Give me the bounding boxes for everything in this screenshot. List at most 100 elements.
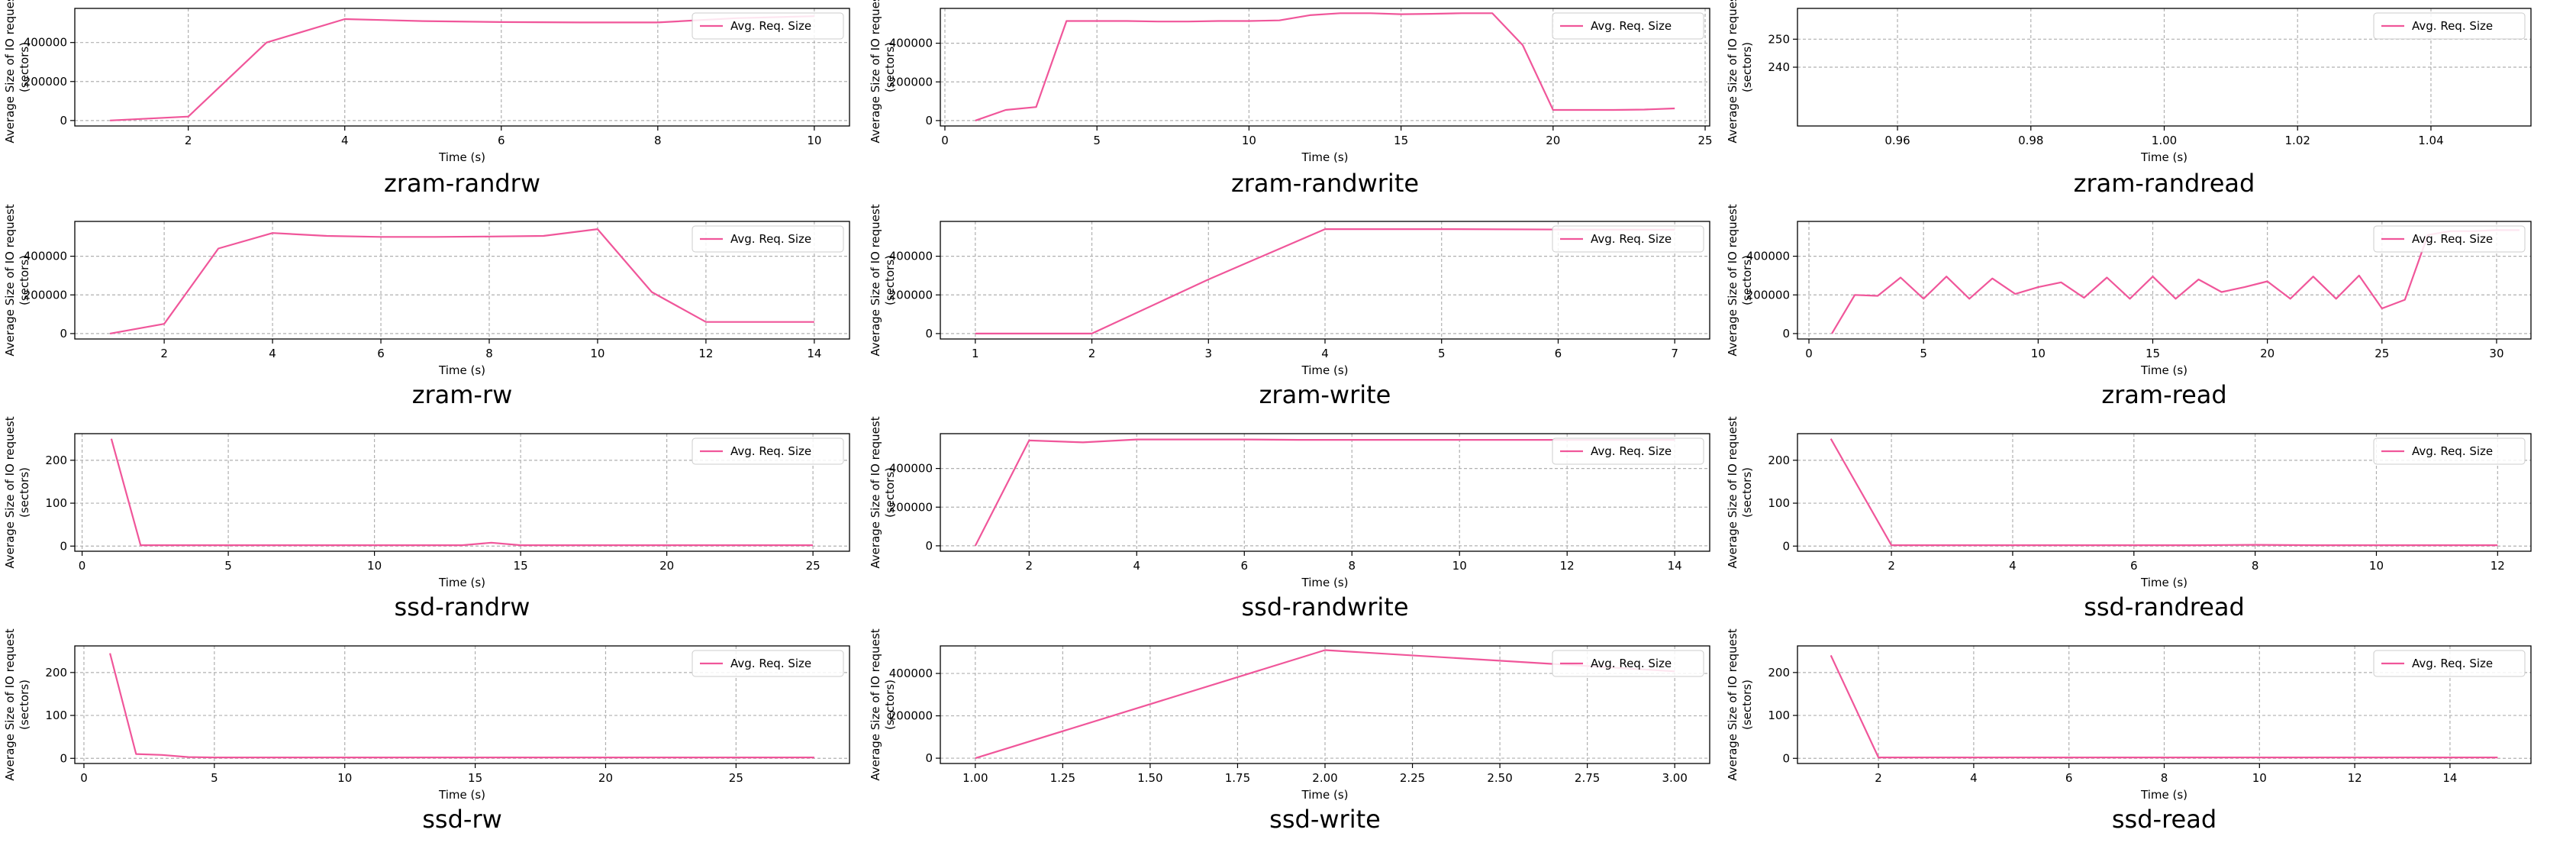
- legend-box: [692, 12, 844, 40]
- x-tick-label: 10: [590, 347, 605, 360]
- x-tick-label: 6: [377, 347, 385, 360]
- legend-box: [692, 437, 844, 465]
- chart-panel-zram-rw: 2 4 6 8 10 12 14 0 200000 400000 Avg. Req. Size Tim…: [3, 204, 850, 409]
- y-axis-label: Average Size of IO request(sectors): [1726, 416, 1754, 568]
- x-axis-label: Time (s): [438, 576, 485, 589]
- axes-frame: [74, 8, 850, 127]
- x-tick-label: 7: [1671, 347, 1678, 360]
- y-tick-label: 0: [60, 327, 67, 341]
- axes-frame: [940, 221, 1710, 340]
- y-axis-label-line1: Average Size of IO request: [3, 0, 17, 144]
- y-axis-label: Average Size of IO request(sectors): [1726, 628, 1754, 780]
- legend: Avg. Req. Size: [2373, 437, 2526, 465]
- x-tick-label: 1.02: [2285, 134, 2310, 147]
- y-tick-label: 0: [925, 539, 933, 553]
- x-tick-label: 12: [2348, 771, 2362, 785]
- series-line: [109, 653, 814, 759]
- legend-label: Avg. Req. Size: [730, 444, 811, 458]
- y-tick-label: 250: [1768, 32, 1790, 46]
- y-axis-label-line2: (sectors): [18, 467, 31, 518]
- chart-panel-zram-randwrite: 0 5 10 15 20 25 0 200000 400000 Avg. Req. Size Tim…: [869, 0, 1713, 198]
- y-tick-label: 200: [1768, 454, 1790, 467]
- y-tick-label: 200: [45, 454, 67, 467]
- x-tick-label: 20: [1546, 134, 1560, 147]
- x-tick-label: 12: [698, 347, 713, 360]
- x-axis-label: Time (s): [2140, 788, 2188, 802]
- legend-box: [692, 650, 844, 677]
- chart-panel-zram-randread: 0.96 0.98 1.00 1.02 1.04 240 250 Avg. Req. Size…: [1726, 0, 2532, 198]
- legend-label: Avg. Req. Size: [2412, 232, 2493, 246]
- y-tick-label: 200000: [889, 500, 933, 514]
- y-axis-label-line1: Average Size of IO request: [869, 0, 882, 144]
- x-tick-label: 14: [807, 347, 821, 360]
- x-tick-label: 25: [2374, 347, 2389, 360]
- x-axis-label: Time (s): [2140, 363, 2188, 377]
- legend-box: [2373, 12, 2526, 40]
- legend-box: [1552, 437, 1704, 465]
- legend: Avg. Req. Size: [1552, 650, 1704, 677]
- legend-label: Avg. Req. Size: [1591, 19, 1672, 33]
- axes-frame: [1797, 221, 2532, 340]
- legend: Avg. Req. Size: [1552, 437, 1704, 465]
- chart-panel-zram-write: 1 2 3 4 5 6 7 0 200000 400000 Avg. Req. Size Time (…: [869, 204, 1710, 409]
- y-axis-label-line1: Average Size of IO request: [1726, 204, 1739, 356]
- legend: Avg. Req. Size: [2373, 650, 2526, 677]
- x-tick-label: 2: [1088, 347, 1096, 360]
- x-tick-label: 8: [2161, 771, 2168, 785]
- x-tick-label: 2: [1888, 559, 1895, 573]
- panel-title: ssd-write: [1269, 805, 1381, 834]
- y-tick-label: 200000: [24, 288, 67, 302]
- axes-frame: [74, 221, 850, 340]
- y-tick-label: 0: [60, 114, 67, 128]
- x-tick-label: 2.00: [1312, 771, 1337, 785]
- legend: Avg. Req. Size: [2373, 12, 2526, 40]
- axes-frame: [1797, 8, 2532, 127]
- x-tick-label: 2.50: [1487, 771, 1512, 785]
- x-tick-label: 25: [1697, 134, 1712, 147]
- x-tick-label: 0.96: [1884, 134, 1910, 147]
- legend: Avg. Req. Size: [692, 225, 844, 253]
- panel-title: ssd-randrw: [395, 592, 530, 621]
- legend-label: Avg. Req. Size: [1591, 232, 1672, 246]
- y-axis-label-line1: Average Size of IO request: [869, 204, 882, 356]
- x-tick-label: 4: [341, 134, 349, 147]
- panel-title: zram-randwrite: [1231, 169, 1419, 198]
- x-axis-label: Time (s): [438, 363, 485, 377]
- x-tick-label: 15: [1394, 134, 1408, 147]
- x-tick-label: 25: [806, 559, 821, 573]
- y-axis-label: Average Size of IO request(sectors): [1726, 0, 1754, 144]
- panel-title: ssd-randread: [2084, 592, 2245, 621]
- x-tick-label: 2: [160, 347, 168, 360]
- x-tick-label: 10: [2252, 771, 2267, 785]
- y-axis-label-line1: Average Size of IO request: [1726, 628, 1739, 780]
- x-tick-label: 5: [1920, 347, 1927, 360]
- x-axis-label: Time (s): [1301, 363, 1349, 377]
- panel-title: zram-randrw: [384, 169, 540, 198]
- x-tick-label: 10: [1242, 134, 1256, 147]
- x-tick-label: 10: [2369, 559, 2384, 573]
- x-axis-label: Time (s): [2140, 576, 2188, 589]
- y-axis-label: Average Size of IO request(sectors): [3, 0, 31, 144]
- y-axis-label-line2: (sectors): [18, 42, 31, 92]
- x-tick-label: 8: [654, 134, 662, 147]
- panel-title: zram-rw: [412, 380, 513, 409]
- legend-box: [1552, 12, 1704, 40]
- x-tick-label: 8: [1348, 559, 1356, 573]
- y-tick-label: 200: [45, 666, 67, 680]
- x-tick-label: 0: [941, 134, 949, 147]
- y-tick-label: 100: [1768, 496, 1790, 510]
- y-axis-label: Average Size of IO request(sectors): [869, 628, 897, 780]
- legend: Avg. Req. Size: [2373, 225, 2526, 253]
- y-axis-label-line2: (sectors): [1740, 467, 1754, 518]
- x-axis-label: Time (s): [1301, 150, 1349, 164]
- chart-panel-ssd-rw: 0 5 10 15 20 25 0 100 200 Avg. Req. Size Time (s) A…: [3, 628, 850, 834]
- panel-title: ssd-rw: [422, 805, 502, 834]
- series-line: [109, 228, 814, 334]
- y-tick-label: 400000: [889, 37, 933, 50]
- y-axis-label-line2: (sectors): [1740, 255, 1754, 305]
- x-tick-label: 6: [1240, 559, 1248, 573]
- y-tick-label: 400000: [24, 36, 67, 50]
- x-tick-label: 4: [1321, 347, 1329, 360]
- y-tick-label: 400000: [889, 250, 933, 263]
